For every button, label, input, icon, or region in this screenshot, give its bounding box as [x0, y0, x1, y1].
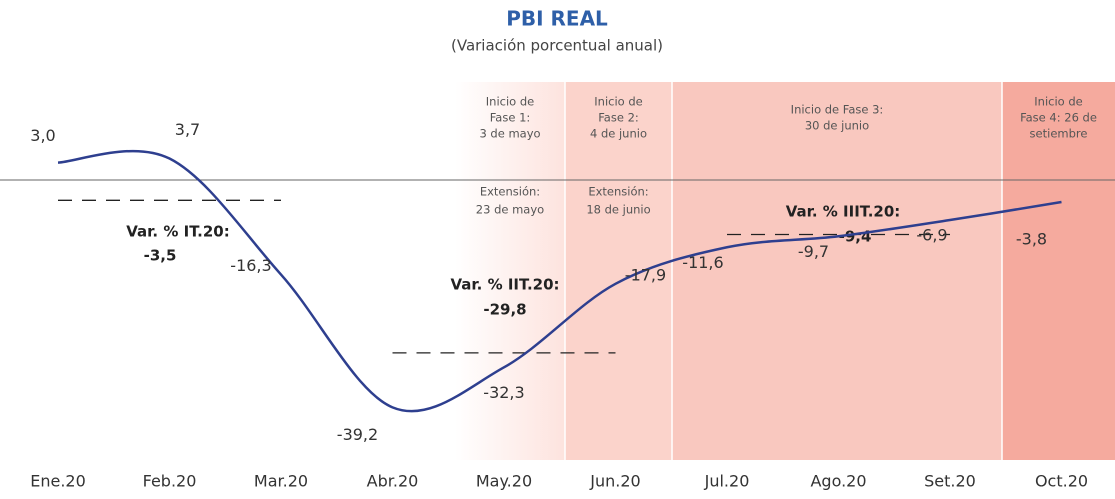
phase-extension: Extensión:	[480, 185, 540, 199]
data-label: 3,7	[175, 120, 200, 139]
data-label: -16,3	[230, 256, 271, 275]
phase-extension: 23 de mayo	[476, 203, 544, 217]
x-tick-label: Set.20	[924, 472, 976, 491]
data-label: -9,7	[798, 242, 829, 261]
phase-region	[455, 82, 565, 460]
x-tick-label: Feb.20	[143, 472, 197, 491]
x-tick-label: Ago.20	[810, 472, 866, 491]
phase-label: Inicio de	[594, 95, 642, 109]
line-series	[57, 149, 1062, 413]
x-tick-label: Jun.20	[589, 472, 640, 491]
phase-region	[1002, 82, 1115, 460]
quarter-label: Var. % IIIT.20:	[786, 203, 901, 221]
phase-label: Fase 4: 26 de	[1020, 111, 1097, 125]
phase-label: 30 de junio	[805, 119, 869, 133]
phase-label: Inicio de	[486, 95, 534, 109]
data-label: -17,9	[625, 265, 666, 284]
phase-label: Fase 1:	[490, 111, 531, 125]
x-tick-label: Oct.20	[1035, 472, 1088, 491]
phase-region	[672, 82, 1002, 460]
phase-extension: 18 de junio	[586, 203, 650, 217]
data-label: -6,9	[916, 226, 947, 245]
data-label: -39,2	[337, 425, 378, 444]
phase-label: Inicio de	[1034, 95, 1082, 109]
x-tick-label: Abr.20	[367, 472, 419, 491]
x-tick-label: Jul.20	[704, 472, 750, 491]
x-tick-label: Mar.20	[254, 472, 308, 491]
data-label: -32,3	[483, 383, 524, 402]
phase-label: setiembre	[1030, 127, 1088, 141]
phase-label: 4 de junio	[590, 127, 647, 141]
x-tick-label: May.20	[476, 472, 532, 491]
quarter-value-label: -3,5	[144, 247, 177, 265]
data-label: 3,0	[30, 126, 55, 145]
quarter-value-label: -29,8	[483, 301, 526, 319]
chart-title: PBI REAL	[506, 7, 608, 31]
phase-label: Inicio de Fase 3:	[791, 103, 884, 117]
quarter-label: Var. % IIT.20:	[450, 276, 559, 294]
phase-region	[565, 82, 672, 460]
chart-subtitle: (Variación porcentual anual)	[451, 37, 663, 55]
quarter-label: Var. % IT.20:	[126, 223, 229, 241]
phase-label: Fase 2:	[598, 111, 639, 125]
x-tick-label: Ene.20	[30, 472, 86, 491]
data-label: -3,8	[1016, 230, 1047, 249]
phase-extension: Extensión:	[588, 185, 648, 199]
data-label: -11,6	[682, 253, 723, 272]
phase-label: 3 de mayo	[479, 127, 540, 141]
